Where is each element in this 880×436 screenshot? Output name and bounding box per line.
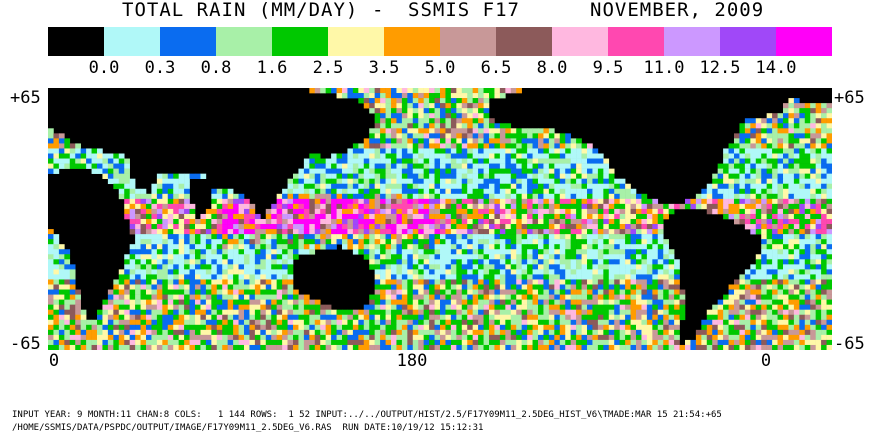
scale-swatch-10 (608, 27, 664, 56)
title-dash: - (372, 0, 385, 21)
scale-label-4: 2.5 (312, 58, 344, 78)
scale-label-2: 0.8 (200, 58, 232, 78)
scale-swatch-11 (664, 27, 720, 56)
lon-label-180: 180 (396, 351, 428, 371)
rain-map-grid (48, 88, 832, 350)
scale-swatch-6 (384, 27, 440, 56)
scale-swatch-13 (776, 27, 832, 56)
scale-label-6: 5.0 (424, 58, 456, 78)
scale-swatch-7 (440, 27, 496, 56)
scale-swatch-1 (104, 27, 160, 56)
scale-swatch-9 (552, 27, 608, 56)
title-date: NOVEMBER, 2009 (590, 0, 765, 21)
lon-label-0-east: 0 (760, 351, 772, 371)
scale-label-1: 0.3 (144, 58, 176, 78)
scale-swatch-8 (496, 27, 552, 56)
rain-map (48, 88, 832, 350)
map-title: TOTAL RAIN (MM/DAY) - SSMIS F17 NOVEMBER… (0, 0, 880, 22)
scale-swatch-0 (48, 27, 104, 56)
color-scale-labels: 0.0 0.3 0.8 1.6 2.5 3.5 5.0 6.5 8.0 9.5 11.0 12.5 14… (48, 58, 832, 78)
title-quantity: TOTAL RAIN (MM/DAY) (122, 0, 359, 21)
scale-swatch-12 (720, 27, 776, 56)
scale-swatch-2 (160, 27, 216, 56)
footer-input-line: INPUT YEAR: 9 MONTH:11 CHAN:8 COLS: 1 14… (12, 410, 722, 420)
footer-run-line: /HOME/SSMIS/DATA/PSPDC/OUTPUT/IMAGE/F17Y… (12, 423, 484, 433)
lat-label-bottom-left: -65 (10, 334, 41, 354)
scale-label-3: 1.6 (256, 58, 288, 78)
lat-label-bottom-right: -65 (834, 334, 865, 354)
lon-label-0-west: 0 (48, 351, 60, 371)
lat-label-top-left: +65 (10, 88, 41, 108)
scale-label-11: 12.5 (699, 58, 741, 78)
scale-swatch-3 (216, 27, 272, 56)
lat-label-top-right: +65 (834, 88, 865, 108)
scale-label-0: 0.0 (88, 58, 120, 78)
scale-label-5: 3.5 (368, 58, 400, 78)
scale-swatch-4 (272, 27, 328, 56)
title-sensor: SSMIS F17 (408, 0, 520, 21)
scale-label-10: 11.0 (643, 58, 685, 78)
scale-label-12: 14.0 (755, 58, 797, 78)
scale-swatch-5 (328, 27, 384, 56)
color-scale-bar (48, 27, 832, 56)
scale-label-7: 6.5 (480, 58, 512, 78)
scale-label-9: 9.5 (592, 58, 624, 78)
scale-label-8: 8.0 (536, 58, 568, 78)
